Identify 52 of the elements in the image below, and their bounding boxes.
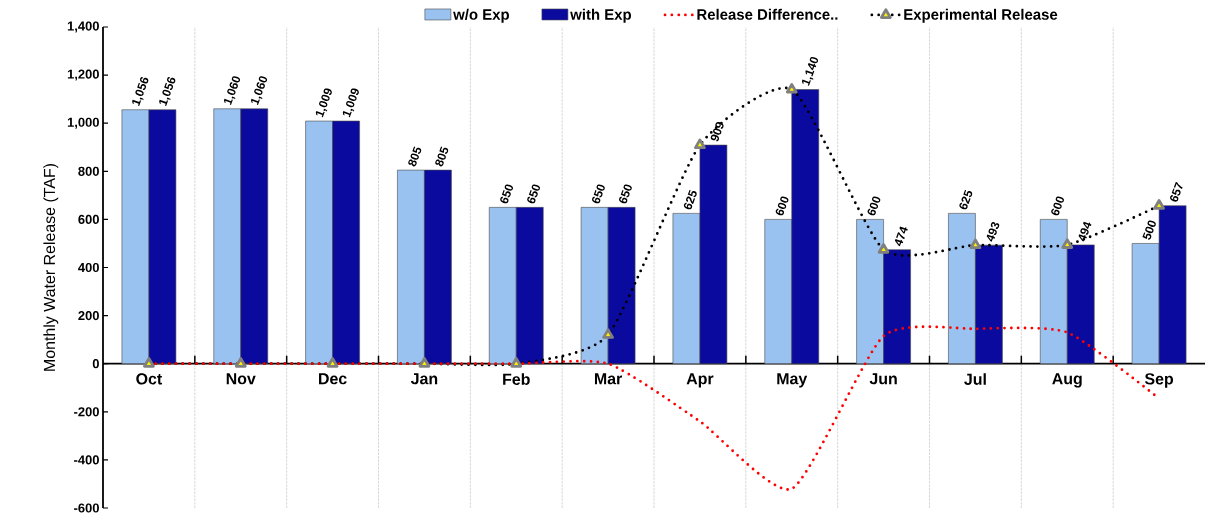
data-label: 650 <box>592 184 605 204</box>
x-tick-label: Jul <box>964 373 986 385</box>
y-tick-label: 200 <box>78 311 99 321</box>
y-tick-label: -200 <box>74 407 99 417</box>
y-tick-label: -600 <box>74 503 99 513</box>
data-label: 1,056 <box>159 76 176 107</box>
data-label: 1,060 <box>250 76 268 106</box>
x-tick-label: Apr <box>686 373 714 388</box>
data-label: 650 <box>500 184 514 204</box>
x-tick-label: Mar <box>594 373 623 385</box>
y-tick-label: 800 <box>78 166 99 176</box>
x-tick-label: Aug <box>1052 373 1082 388</box>
data-label: 600 <box>1051 196 1065 216</box>
data-label: 1,060 <box>223 76 241 106</box>
data-label: 1,056 <box>132 76 149 107</box>
y-tick-label: 1,200 <box>67 69 99 81</box>
x-tick-label: Dec <box>319 373 347 385</box>
data-label: 650 <box>619 184 632 204</box>
data-label: 474 <box>894 226 908 247</box>
y-tick-label: 1,400 <box>67 21 99 33</box>
x-tick-label: May <box>777 373 808 388</box>
legend-label: with Exp <box>570 8 632 23</box>
data-label: 494 <box>1078 221 1092 242</box>
data-label: 625 <box>959 189 973 210</box>
y-tick-label: 1,000 <box>67 117 99 129</box>
data-label: 1,009 <box>342 88 359 118</box>
x-tick-label: Feb <box>503 373 530 385</box>
data-label: 1,140 <box>801 56 819 86</box>
data-label: 805 <box>435 146 449 167</box>
y-axis-title: Monthly Water Release (TAF) <box>43 163 59 371</box>
legend-label: Release Difference.. <box>697 8 838 20</box>
x-tick-label: Sep <box>1144 373 1174 388</box>
data-label: 493 <box>986 222 1000 242</box>
x-tick-label: Nov <box>226 373 256 385</box>
data-label: 805 <box>408 146 422 167</box>
data-label: 657 <box>1170 181 1183 202</box>
data-label: 600 <box>867 196 881 216</box>
y-tick-label: 0 <box>92 359 99 369</box>
legend-label: Experimental Release <box>904 8 1058 23</box>
data-label: 909 <box>710 122 724 142</box>
data-label: 650 <box>527 184 541 204</box>
data-label: 625 <box>683 189 697 210</box>
y-tick-label: 400 <box>78 262 99 273</box>
x-tick-label: Jan <box>410 373 438 385</box>
y-tick-label: -400 <box>74 455 99 465</box>
legend-label: w/o Exp <box>453 8 509 23</box>
data-label: 500 <box>1142 220 1156 240</box>
x-tick-label: Jun <box>869 373 897 385</box>
y-tick-label: 600 <box>78 214 99 224</box>
data-label: 600 <box>775 196 789 216</box>
data-label: 1,009 <box>315 88 332 118</box>
x-tick-label: Oct <box>136 373 162 385</box>
